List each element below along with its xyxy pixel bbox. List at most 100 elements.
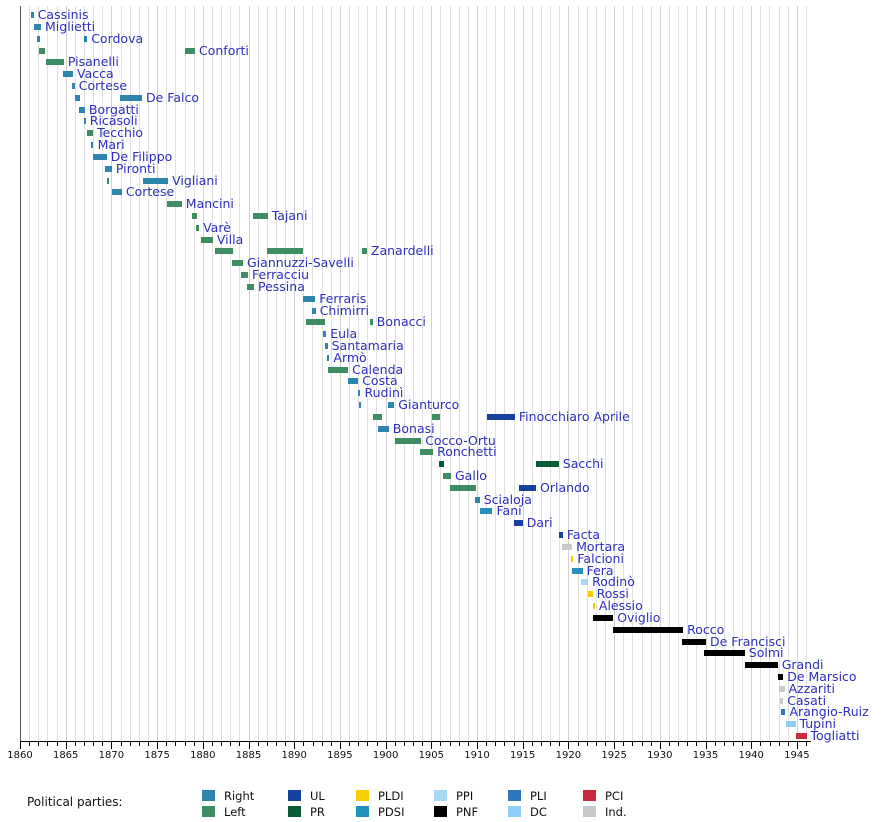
term-bar bbox=[37, 35, 40, 42]
year-tick-label: 1865 bbox=[52, 750, 79, 761]
year-gridline bbox=[285, 6, 287, 741]
term-bar bbox=[84, 118, 86, 125]
term-bar bbox=[744, 662, 778, 669]
legend-swatch-pldi bbox=[356, 790, 369, 801]
minor-tick bbox=[769, 742, 771, 746]
minor-tick bbox=[367, 742, 369, 746]
year-gridline bbox=[202, 6, 204, 741]
minister-label: Ricasoli bbox=[89, 113, 138, 129]
minister-label: Vigliani bbox=[172, 172, 218, 188]
minister-label: Ronchetti bbox=[437, 444, 497, 460]
minister-label: Pisanelli bbox=[67, 54, 119, 70]
year-gridline bbox=[586, 6, 588, 741]
minister-label: Zanardelli bbox=[370, 243, 434, 259]
term-bar bbox=[111, 189, 122, 196]
year-gridline bbox=[604, 6, 606, 741]
term-bar bbox=[587, 591, 593, 598]
minister-label: Cassinis bbox=[37, 7, 89, 22]
term-bar bbox=[780, 697, 784, 704]
minor-tick bbox=[321, 742, 323, 746]
term-bar bbox=[593, 614, 614, 621]
major-tick bbox=[202, 742, 204, 749]
minor-tick bbox=[349, 742, 350, 746]
year-gridline bbox=[531, 6, 533, 741]
legend-label-ppi: PPI bbox=[456, 789, 474, 803]
term-bar bbox=[266, 248, 304, 255]
major-tick bbox=[248, 742, 250, 749]
year-tick-label: 1910 bbox=[464, 750, 490, 761]
term-bar bbox=[358, 402, 362, 409]
year-gridline bbox=[550, 6, 552, 741]
minor-tick bbox=[806, 742, 807, 746]
term-bar bbox=[328, 366, 349, 373]
term-bar bbox=[420, 449, 434, 456]
year-tick-label: 1930 bbox=[647, 750, 673, 761]
term-bar bbox=[120, 94, 142, 101]
term-bar bbox=[46, 59, 64, 66]
term-bar bbox=[232, 260, 243, 267]
term-bar bbox=[195, 224, 200, 231]
minister-label: Pessina bbox=[258, 278, 305, 294]
year-gridline bbox=[723, 6, 725, 741]
minor-tick bbox=[467, 742, 469, 746]
minor-tick bbox=[211, 742, 213, 746]
major-tick bbox=[431, 742, 433, 749]
legend-label-pnf: PNF bbox=[456, 805, 479, 819]
minor-tick bbox=[175, 742, 177, 746]
minister-label: Scialoja bbox=[483, 491, 532, 507]
legend-swatch-right bbox=[202, 790, 215, 801]
minister-label: Pironti bbox=[115, 160, 156, 176]
minor-tick bbox=[184, 742, 186, 746]
major-tick bbox=[111, 742, 113, 749]
minor-tick bbox=[650, 742, 652, 746]
minister-label: Sacchi bbox=[562, 456, 604, 472]
term-bar bbox=[439, 461, 445, 468]
year-gridline bbox=[559, 6, 561, 741]
legend-swatch-pdsi bbox=[356, 806, 369, 817]
major-tick bbox=[20, 742, 21, 749]
year-gridline bbox=[321, 6, 323, 741]
minister-label: Dari bbox=[526, 515, 553, 531]
year-gridline bbox=[568, 6, 570, 741]
legend-label-pldi: PLDI bbox=[378, 789, 404, 803]
year-gridline bbox=[431, 6, 433, 741]
minister-label: Orlando bbox=[540, 479, 590, 495]
minister-label: Vacca bbox=[77, 66, 114, 82]
term-bar bbox=[348, 378, 359, 385]
major-tick bbox=[157, 742, 159, 749]
minister-label: Santamaria bbox=[331, 338, 404, 353]
term-bar bbox=[378, 425, 389, 432]
year-gridline bbox=[38, 6, 40, 741]
minister-label: Mancini bbox=[185, 196, 234, 212]
minor-tick bbox=[403, 742, 405, 746]
minister-label: Giannuzzi-Savelli bbox=[247, 255, 354, 271]
year-gridline bbox=[358, 6, 360, 741]
year-gridline bbox=[458, 6, 460, 741]
minister-label: Rodinò bbox=[592, 574, 635, 590]
term-bar bbox=[312, 307, 316, 314]
minister-label: Cortese bbox=[78, 77, 128, 93]
minor-tick bbox=[413, 742, 414, 746]
year-gridline bbox=[495, 6, 497, 741]
term-bar bbox=[572, 567, 583, 574]
major-tick bbox=[751, 742, 753, 749]
major-tick bbox=[65, 742, 67, 749]
year-gridline bbox=[705, 6, 707, 741]
legend-swatch-left bbox=[202, 806, 215, 817]
minister-label: Tecchio bbox=[97, 125, 144, 141]
legend-label-right: Right bbox=[224, 789, 255, 803]
legend-swatch-pli bbox=[508, 790, 521, 801]
minor-tick bbox=[275, 742, 277, 746]
year-gridline bbox=[211, 6, 213, 741]
year-tick-label: 1880 bbox=[190, 750, 216, 761]
minor-tick bbox=[742, 742, 744, 746]
year-tick-label: 1870 bbox=[98, 750, 125, 761]
major-tick bbox=[705, 742, 707, 749]
minister-label: Varè bbox=[203, 219, 231, 235]
minor-tick bbox=[723, 742, 725, 746]
term-bar bbox=[63, 71, 74, 78]
term-bar bbox=[514, 520, 523, 527]
term-bar bbox=[681, 638, 706, 645]
year-gridline bbox=[623, 6, 625, 741]
term-bar bbox=[443, 473, 451, 479]
